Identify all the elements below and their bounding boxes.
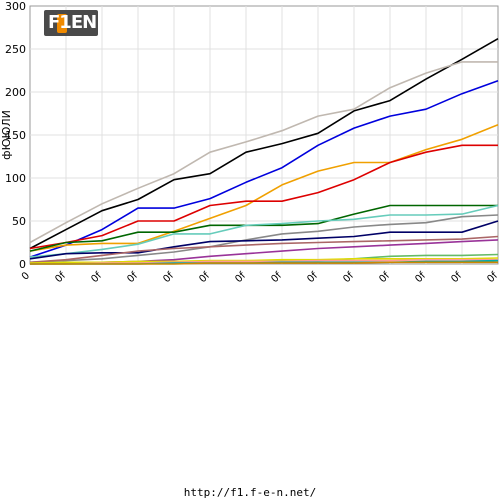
series-line-14 [30, 258, 498, 265]
y-tick-label: 300 [5, 0, 26, 13]
f1en-logo: F1EN [44, 8, 100, 38]
y-tick-label: 0 [19, 258, 26, 271]
x-tick-label: 0f [377, 270, 392, 285]
x-tick-label: 0f [413, 270, 428, 285]
x-tick-label: 0f [197, 270, 212, 285]
logo-text: F1EN [48, 12, 97, 33]
x-axis: 0 0f 0f 0f 0f 0f 0f 0f 0f 0f 0f 0f 0f 0f [20, 270, 500, 285]
series-line-5 [29, 144, 498, 250]
x-tick-label: 0f [233, 270, 248, 285]
grid [30, 6, 498, 264]
x-tick-label: 0 [20, 270, 32, 282]
x-tick-label: 0f [485, 270, 500, 285]
footer-url: http://f1.f-e-n.net/ [183, 486, 317, 499]
x-tick-label: 0f [305, 270, 320, 285]
series-line-13 [29, 257, 499, 264]
logo-block-dark [44, 10, 98, 36]
y-tick-label: 250 [5, 43, 26, 56]
y-axis-label: фЮЮЛИ [0, 110, 13, 160]
y-tick-label: 200 [5, 86, 26, 99]
y-tick-label: 150 [5, 129, 26, 142]
series-line-9 [29, 220, 499, 260]
x-tick-label: 0f [125, 270, 140, 285]
y-tick-label: 100 [5, 172, 26, 185]
series-line-4 [29, 123, 499, 252]
x-tick-label: 0f [161, 270, 176, 285]
series-line-16 [30, 261, 498, 265]
x-tick-label: 0f [89, 270, 104, 285]
x-tick-label: 0f [449, 270, 464, 285]
series-line-6 [29, 204, 498, 252]
series-line-8 [29, 214, 499, 264]
x-tick-label: 0f [53, 270, 68, 285]
series-line-3 [29, 80, 499, 258]
series-line-2 [29, 61, 498, 244]
y-axis: 0 50 100 150 200 250 300 [5, 0, 26, 271]
series-group [29, 38, 499, 265]
x-tick-label: 0f [341, 270, 356, 285]
series-line-7 [29, 204, 499, 258]
y-tick-label: 50 [12, 215, 26, 228]
logo-block-orange [57, 14, 67, 33]
series-line-1 [29, 38, 499, 250]
series-line-10 [29, 235, 499, 264]
x-tick-label: 0f [269, 270, 284, 285]
